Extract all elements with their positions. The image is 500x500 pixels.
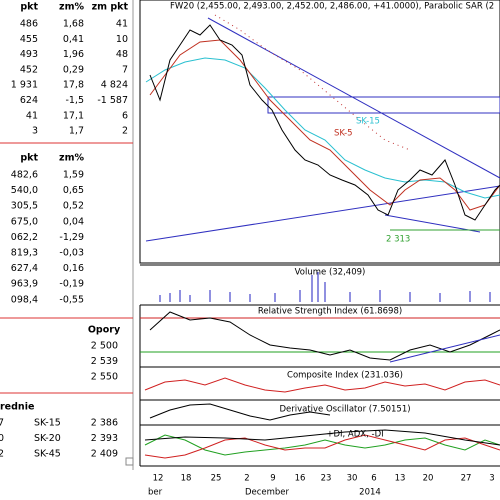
table-cell: 2 409 [91, 449, 118, 460]
section-header: rednie [0, 402, 34, 413]
table-cell: 305,5 [11, 201, 38, 212]
table-cell: 0,29 [63, 64, 84, 75]
x-day-label: 16 [295, 474, 306, 484]
table-cell: -1,5 [65, 95, 84, 106]
x-day-label: 30 [347, 474, 358, 484]
annotation: SK-5 [334, 129, 353, 139]
scroll-box[interactable] [125, 457, 134, 466]
column-header: pkt [20, 2, 38, 13]
table-cell: 1 931 [11, 80, 38, 91]
table-cell: SK-45 [34, 449, 61, 460]
table-cell: 455 [20, 34, 38, 45]
x-month-label: ber [148, 488, 163, 498]
table-cell: 062,2 [11, 232, 38, 243]
table-cell: 3 [32, 126, 38, 137]
table-cell: 2 [0, 449, 4, 460]
table-cell: SK-20 [34, 433, 61, 444]
volume-bars [159, 272, 491, 302]
x-day-label: 23 [321, 474, 332, 484]
table-cell: 10 [116, 34, 128, 45]
table-cell: 0,65 [63, 185, 84, 196]
x-day-label: 12 [153, 474, 164, 484]
x-day-label: 18 [181, 474, 192, 484]
x-day-label: 27 [461, 474, 472, 484]
table-cell: -1,29 [59, 232, 84, 243]
column-header: zm% [59, 153, 84, 164]
table-cell: SK-15 [34, 418, 61, 429]
table-cell: 1,68 [63, 19, 84, 30]
column-header: zm pkt [92, 2, 129, 13]
table-cell: 963,9 [11, 279, 38, 290]
table-cell: 2 550 [91, 372, 118, 383]
table-cell: 2 386 [91, 418, 118, 429]
table-cell: 0,04 [63, 216, 84, 227]
column-header: pkt [20, 153, 38, 164]
table-cell: 675,0 [11, 216, 38, 227]
table-cell: 0,41 [63, 34, 84, 45]
table-cell: 0,16 [63, 263, 84, 274]
x-day-label: 3 [489, 474, 494, 484]
table-cell: 17,8 [63, 80, 84, 91]
annotation: 2 313 [386, 235, 410, 245]
table-cell: 493 [20, 49, 38, 60]
indicator-lines [140, 311, 500, 459]
table-cell: 7 [122, 64, 128, 75]
table-cell: 1,96 [63, 49, 84, 60]
table-cell: -0,03 [59, 248, 84, 259]
panel-label: +DI, ADX, -DI [326, 430, 383, 440]
table-cell: 7 [0, 418, 4, 429]
table-cell: 41 [116, 19, 128, 30]
table-cell: 4 824 [101, 80, 128, 91]
table-cell: 2 500 [91, 341, 118, 352]
table-cell: 482,6 [11, 170, 38, 181]
table-cell: 486 [20, 19, 38, 30]
table-cell: 627,4 [11, 263, 38, 274]
table-cell: -0,19 [59, 279, 84, 290]
table-cell: 0,52 [63, 201, 84, 212]
table-cell: 1,59 [63, 170, 84, 181]
column-header: zm% [59, 2, 84, 13]
table-cell: 0 [0, 433, 4, 444]
chart-title: FW20 (2,455.00, 2,493.00, 2,452.00, 2,48… [170, 2, 494, 12]
chart-frame [139, 0, 500, 467]
x-month-label: 2014 [359, 488, 381, 498]
panel-label: Composite Index (231.036) [287, 371, 403, 381]
x-day-label: 6 [371, 474, 376, 484]
section-header: Opory [88, 325, 121, 336]
x-day-label: 2 [244, 474, 249, 484]
table-cell: -0,55 [59, 294, 84, 305]
table-cell: 452 [20, 64, 38, 75]
table-cell: 6 [122, 110, 128, 121]
price-drawings [145, 14, 500, 242]
x-day-label: 20 [423, 474, 434, 484]
table-cell: 1,7 [69, 126, 84, 137]
panel-label: Relative Strength Index (61.8698) [258, 307, 402, 317]
table-cell: 48 [116, 49, 128, 60]
table-cell: 2 [122, 126, 128, 137]
x-day-label: 25 [211, 474, 222, 484]
table-cell: 41 [26, 110, 38, 121]
table-cell: 17,1 [63, 110, 84, 121]
table-cell: 2 393 [91, 433, 118, 444]
table-cell: -1 587 [97, 95, 128, 106]
table-cell: 819,3 [11, 248, 38, 259]
annotation: SK-15 [356, 117, 380, 127]
table-cell: 098,4 [11, 294, 38, 305]
table-cell: 2 539 [91, 356, 118, 367]
table-cell: 540,0 [11, 185, 38, 196]
x-month-label: December [245, 488, 290, 498]
x-day-label: 9 [270, 474, 275, 484]
x-day-label: 13 [395, 474, 406, 484]
panel-label: Derivative Oscillator (7.50151) [279, 405, 410, 415]
table-cell: 624 [20, 95, 38, 106]
panel-label: Volume (32,409) [295, 268, 366, 278]
